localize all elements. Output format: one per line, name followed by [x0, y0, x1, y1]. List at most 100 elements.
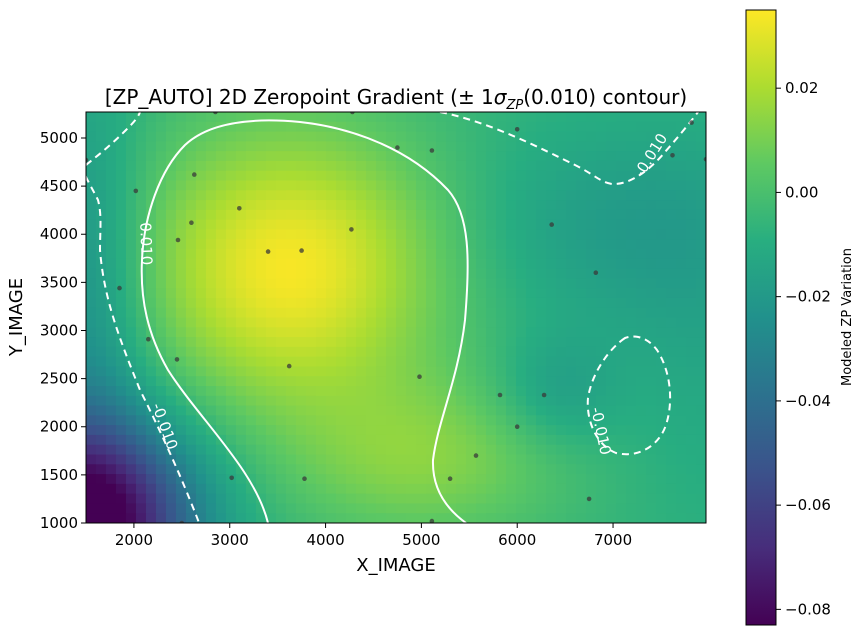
heatmap-cell	[316, 503, 327, 514]
heatmap-cell	[206, 346, 217, 358]
heatmap-cell	[246, 454, 257, 465]
heatmap-cell	[396, 307, 407, 319]
heatmap-cell	[196, 121, 207, 133]
heatmap-cell	[596, 200, 607, 211]
heatmap-cell	[236, 258, 247, 270]
heatmap-cell	[436, 278, 447, 289]
heatmap-cell	[246, 366, 257, 377]
heatmap-cell	[436, 288, 447, 299]
heatmap-cell	[186, 415, 197, 426]
heatmap-cell	[136, 513, 147, 523]
heatmap-cell	[686, 415, 697, 426]
heatmap-cell	[316, 356, 327, 368]
heatmap-cell	[656, 180, 667, 191]
heatmap-cell	[546, 249, 557, 260]
heatmap-cell	[166, 160, 177, 172]
heatmap-cell	[256, 200, 267, 211]
heatmap-cell	[436, 131, 447, 142]
heatmap-cell	[406, 395, 417, 407]
heatmap-cell	[466, 160, 477, 172]
heatmap-cell	[576, 493, 587, 505]
heatmap-cell	[326, 444, 337, 456]
heatmap-cell	[286, 503, 297, 514]
heatmap-cell	[356, 346, 367, 358]
heatmap-cell	[616, 297, 627, 309]
heatmap-cell	[346, 493, 357, 505]
heatmap-cell	[506, 258, 517, 270]
heatmap-cell	[376, 444, 387, 456]
heatmap-cell	[126, 258, 137, 270]
heatmap-cell	[226, 327, 237, 338]
heatmap-cell	[256, 121, 267, 133]
heatmap-cell	[526, 434, 537, 446]
heatmap-cell	[666, 444, 677, 456]
heatmap-cell	[656, 219, 667, 231]
heatmap-cell	[376, 151, 387, 162]
heatmap-cell	[466, 268, 477, 279]
heatmap-cell	[586, 395, 597, 407]
heatmap-cell	[286, 356, 297, 368]
heatmap-cell	[356, 151, 367, 162]
heatmap-cell	[266, 464, 277, 475]
heatmap-cell	[386, 229, 397, 240]
heatmap-cell	[456, 307, 467, 319]
heatmap-cell	[356, 366, 367, 377]
heatmap-cell	[616, 346, 627, 358]
heatmap-cell	[136, 170, 147, 182]
heatmap-cell	[476, 209, 487, 221]
heatmap-cell	[466, 376, 477, 387]
heatmap-cell	[156, 278, 167, 289]
heatmap-cell	[586, 415, 597, 426]
heatmap-cell	[666, 180, 677, 191]
heatmap-cell	[376, 209, 387, 221]
heatmap-cell	[586, 112, 597, 123]
heatmap-cell	[356, 190, 367, 201]
heatmap-cell	[166, 190, 177, 201]
heatmap-cell	[366, 366, 377, 377]
heatmap-cell	[446, 151, 457, 162]
heatmap-cell	[346, 170, 357, 182]
heatmap-cell	[206, 376, 217, 387]
heatmap-cell	[506, 346, 517, 358]
heatmap-cell	[206, 219, 217, 231]
heatmap-cell	[506, 366, 517, 377]
heatmap-cell	[606, 327, 617, 338]
star-point	[429, 518, 435, 523]
heatmap-cell	[166, 317, 177, 328]
heatmap-cell	[586, 425, 597, 436]
heatmap-cell	[156, 395, 167, 407]
heatmap-cell	[506, 307, 517, 319]
heatmap-cell	[576, 356, 587, 368]
heatmap-cell	[246, 249, 257, 260]
heatmap-cell	[686, 493, 697, 505]
heatmap-cell	[446, 121, 457, 133]
heatmap-cell	[406, 190, 417, 201]
heatmap-cell	[246, 425, 257, 436]
heatmap-cell	[306, 239, 317, 250]
heatmap-cell	[396, 209, 407, 221]
heatmap-cell	[626, 434, 637, 446]
heatmap-cell	[476, 288, 487, 299]
heatmap-cell	[416, 493, 427, 505]
heatmap-cell	[686, 112, 697, 123]
heatmap-cell	[306, 258, 317, 270]
heatmap-cell	[426, 121, 437, 133]
heatmap-cell	[666, 503, 677, 514]
heatmap-cell	[236, 121, 247, 133]
heatmap-cell	[456, 131, 467, 142]
heatmap-cell	[576, 141, 587, 152]
heatmap-cell	[106, 200, 117, 211]
heatmap-cell	[326, 209, 337, 221]
heatmap-cell	[466, 229, 477, 240]
heatmap-cell	[476, 356, 487, 368]
heatmap-cell	[436, 464, 447, 475]
heatmap-cell	[166, 327, 177, 338]
heatmap-cell	[676, 141, 687, 152]
heatmap-cell	[616, 219, 627, 231]
heatmap-cell	[376, 190, 387, 201]
heatmap-cell	[696, 229, 706, 240]
heatmap-cell	[506, 229, 517, 240]
heatmap-cell	[446, 464, 457, 475]
heatmap-cell	[526, 405, 537, 416]
heatmap-cell	[606, 200, 617, 211]
